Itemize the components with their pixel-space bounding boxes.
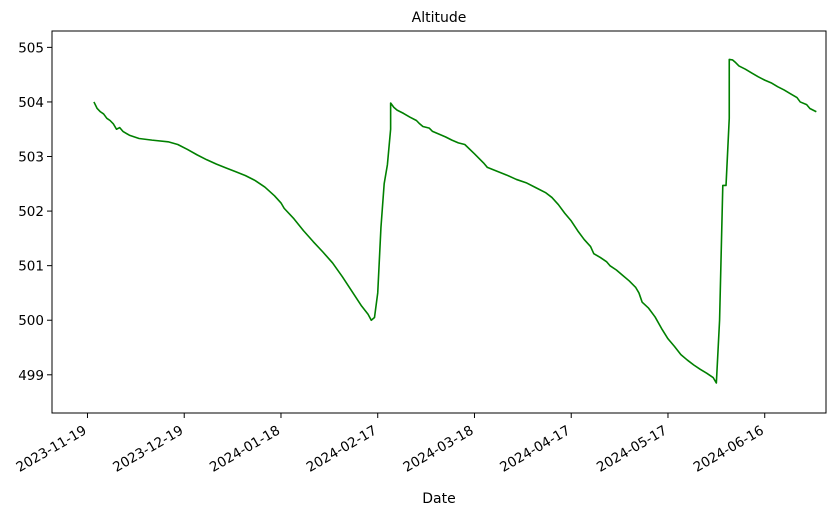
plot-area [93,58,817,384]
x-tick-label: 2023-11-19 [14,423,90,476]
y-tick-label: 505 [18,40,44,56]
plot-frame [51,30,827,414]
y-tick-label: 499 [18,368,44,384]
x-tick-label: 2023-12-19 [110,423,186,476]
x-axis-label: Date [422,491,455,507]
x-tick-label: 2024-01-18 [207,423,283,476]
y-tick-label: 503 [18,150,44,166]
chart-title: Altitude [412,10,467,26]
y-tick-label: 501 [18,259,44,275]
y-tick-label: 504 [18,95,44,111]
y-axis: 499 500 501 502 503 504 505 [18,40,52,384]
x-tick-label: 2024-03-18 [401,423,477,476]
x-tick-label: 2024-05-17 [594,423,670,476]
x-axis: 2023-11-19 2023-12-19 2024-01-18 2024-02-17… [14,413,767,476]
x-tick-label: 2024-04-17 [497,423,573,476]
y-tick-label: 500 [18,313,44,329]
y-tick-label: 502 [18,204,44,220]
x-tick-label: 2024-02-17 [304,423,380,476]
series-line-0 [93,58,817,384]
x-tick-label: 2024-06-16 [691,423,767,476]
